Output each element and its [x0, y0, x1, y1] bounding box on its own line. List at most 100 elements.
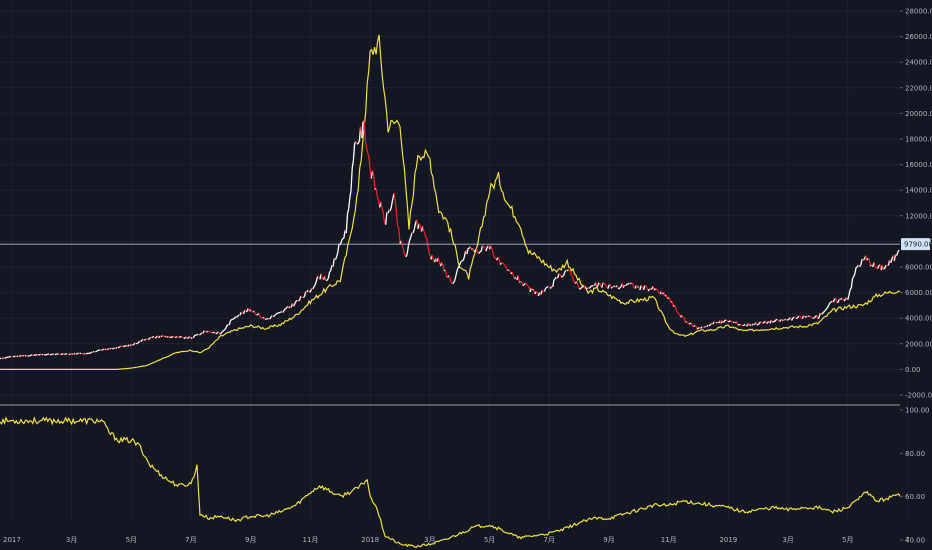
price-segment [598, 282, 602, 286]
price-segment [757, 322, 760, 326]
price-segment [187, 336, 190, 340]
price-segment [604, 284, 608, 287]
price-segment [302, 296, 305, 299]
price-segment [293, 303, 296, 307]
price-segment [785, 318, 788, 321]
price-segment [182, 336, 185, 339]
price-segment [352, 143, 356, 161]
price-segment [269, 316, 272, 320]
price-segment [183, 337, 186, 340]
price-segment [507, 269, 510, 272]
price-segment [730, 320, 733, 323]
price-segment [843, 298, 846, 302]
price-segment [166, 336, 169, 338]
price-segment [401, 245, 405, 250]
price-segment [792, 316, 795, 319]
price-segment [54, 353, 57, 356]
price-segment [671, 301, 675, 307]
price-line [0, 120, 900, 360]
price-segment [795, 317, 799, 320]
price-segment [650, 288, 653, 290]
price-segment [890, 258, 893, 264]
price-segment [731, 321, 734, 323]
price-segment [552, 279, 555, 287]
price-segment [460, 260, 463, 263]
price-segment [271, 315, 274, 318]
price-segment [222, 329, 225, 332]
price-segment [381, 207, 384, 214]
indicator-axis-label: 100.00 [905, 407, 930, 415]
price-segment [280, 310, 283, 313]
price-segment [105, 348, 108, 351]
price-segment [255, 313, 257, 316]
price-segment [330, 264, 333, 271]
price-segment [676, 311, 679, 314]
price-segment [541, 289, 544, 292]
price-segment [66, 353, 69, 355]
price-segment [739, 324, 742, 326]
price-segment [275, 313, 278, 315]
price-segment [456, 266, 460, 271]
indicator-axis-label: 40.00 [905, 537, 925, 545]
price-segment [422, 226, 425, 232]
price-segment [755, 322, 758, 326]
price-segment [288, 306, 291, 309]
price-segment [453, 279, 456, 283]
price-segment [136, 342, 139, 344]
price-segment [253, 310, 257, 315]
price-segment [394, 199, 398, 213]
price-segment [357, 140, 360, 144]
price-segment [303, 291, 307, 297]
price-segment [348, 197, 351, 209]
indicator-panel[interactable] [0, 416, 901, 548]
price-segment [402, 249, 406, 256]
time-axis[interactable]: 2017 3月 5月 7月 9月 11月 2018 3月 5月 7月 9月 11月 2019 3月 5月 7 [3, 536, 910, 544]
price-segment [805, 315, 808, 318]
price-segment [829, 301, 832, 304]
price-segment [649, 288, 652, 290]
price-segment [686, 321, 689, 324]
indicator-axis[interactable]: 100.00 80.00 60.00 40.00 [900, 407, 930, 545]
price-segment [346, 208, 350, 214]
price-segment [283, 308, 286, 311]
price-segment [549, 286, 553, 289]
price-segment [653, 288, 657, 291]
price-segment [698, 326, 700, 329]
price-axis-label: 18000.00 [905, 136, 932, 144]
price-segment [442, 265, 445, 272]
price-segment [5, 356, 8, 359]
price-segment [93, 350, 96, 353]
price-segment [408, 237, 412, 241]
price-segment [410, 232, 413, 238]
price-segment [644, 284, 647, 287]
price-segment [635, 285, 639, 288]
price-axis-label: 6000.00 [905, 289, 932, 297]
price-segment [307, 289, 310, 293]
price-segment [42, 353, 45, 356]
price-segment [585, 287, 589, 290]
price-segment [140, 339, 143, 342]
price-segment [154, 336, 157, 339]
price-segment [861, 258, 864, 261]
price-segment [239, 311, 242, 316]
price-segment [368, 158, 371, 170]
price-segment [583, 285, 586, 290]
price-segment [224, 328, 227, 331]
price-panel[interactable] [0, 34, 901, 370]
price-segment [828, 302, 831, 306]
price-segment [350, 168, 353, 191]
price-segment [373, 174, 376, 190]
time-axis-label: 7 [905, 536, 909, 544]
price-segment [657, 290, 660, 294]
time-axis-label: 11月 [302, 536, 318, 544]
price-segment [477, 252, 480, 255]
price-segment [883, 267, 886, 270]
price-segment [231, 318, 234, 321]
price-segment [522, 284, 525, 287]
price-segment [64, 353, 67, 356]
price-segment [220, 331, 223, 334]
price-segment [225, 325, 228, 329]
price-segment [596, 284, 599, 288]
indicator-axis-label: 60.00 [905, 493, 925, 501]
